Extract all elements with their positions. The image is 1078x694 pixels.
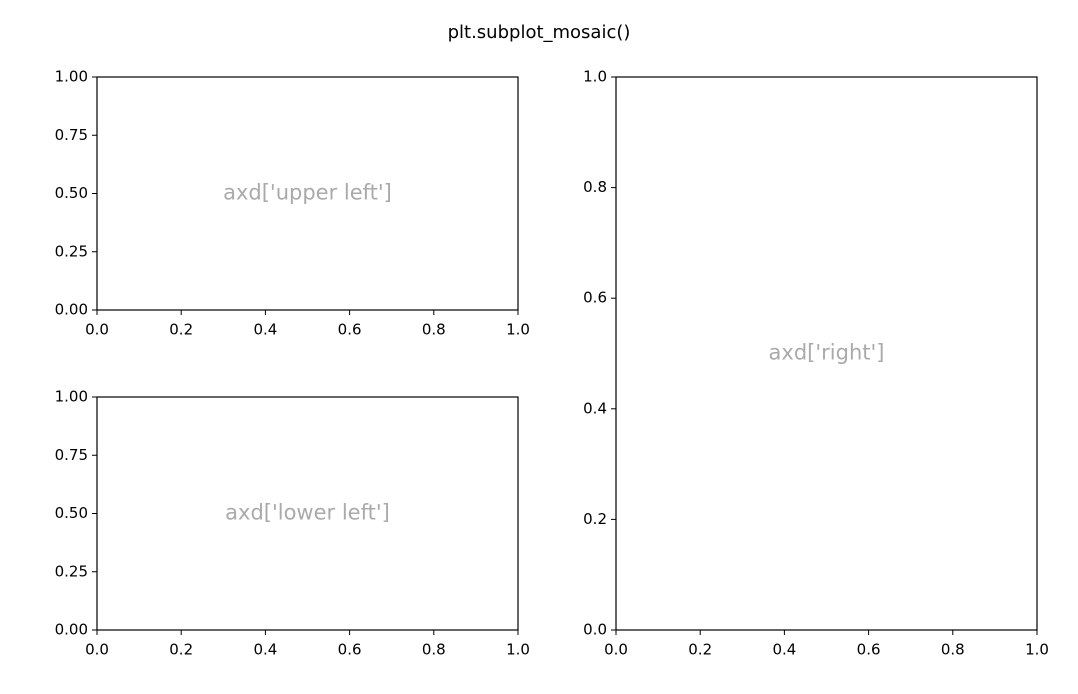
x-tick-label: 0.4 — [772, 641, 796, 659]
x-tick-label: 0.6 — [338, 321, 362, 339]
y-tick-label: 0.50 — [55, 504, 88, 522]
x-tick-label: 0.0 — [85, 641, 109, 659]
y-tick-label: 1.0 — [583, 68, 607, 86]
x-tick-label: 0.2 — [169, 641, 193, 659]
x-tick-label: 0.6 — [857, 641, 881, 659]
y-tick-label: 1.00 — [55, 388, 88, 406]
x-tick-label: 0.6 — [338, 641, 362, 659]
y-tick-label: 0.00 — [55, 621, 88, 639]
x-tick-label: 0.4 — [253, 321, 277, 339]
axes-annotation: axd['lower left'] — [225, 501, 390, 525]
x-tick-label: 1.0 — [1025, 641, 1049, 659]
x-tick-label: 0.4 — [253, 641, 277, 659]
y-tick-label: 0.25 — [55, 242, 88, 260]
axes-frame — [96, 396, 519, 631]
x-tick-label: 1.0 — [506, 641, 530, 659]
x-tick-label: 0.8 — [422, 321, 446, 339]
axes-annotation: axd['upper left'] — [223, 181, 392, 205]
x-tick-label: 0.8 — [422, 641, 446, 659]
x-tick-label: 1.0 — [506, 321, 530, 339]
x-tick-label: 0.8 — [941, 641, 965, 659]
y-tick-label: 1.00 — [55, 68, 88, 86]
y-tick-label: 0.50 — [55, 184, 88, 202]
y-tick-label: 0.00 — [55, 301, 88, 319]
y-tick-label: 0.4 — [583, 399, 607, 417]
x-tick-label: 0.2 — [688, 641, 712, 659]
y-tick-label: 0.2 — [583, 510, 607, 528]
y-tick-label: 0.0 — [583, 621, 607, 639]
axes-frame — [615, 76, 1038, 631]
y-tick-label: 0.75 — [55, 446, 88, 464]
y-tick-label: 0.75 — [55, 126, 88, 144]
y-tick-label: 0.8 — [583, 178, 607, 196]
figure-title: plt.subplot_mosaic() — [448, 22, 631, 43]
x-tick-label: 0.0 — [604, 641, 628, 659]
y-tick-label: 0.25 — [55, 562, 88, 580]
x-tick-label: 0.2 — [169, 321, 193, 339]
x-tick-label: 0.0 — [85, 321, 109, 339]
axes-annotation: axd['right'] — [769, 341, 885, 365]
y-tick-label: 0.6 — [583, 289, 607, 307]
axes-frame — [96, 76, 519, 311]
